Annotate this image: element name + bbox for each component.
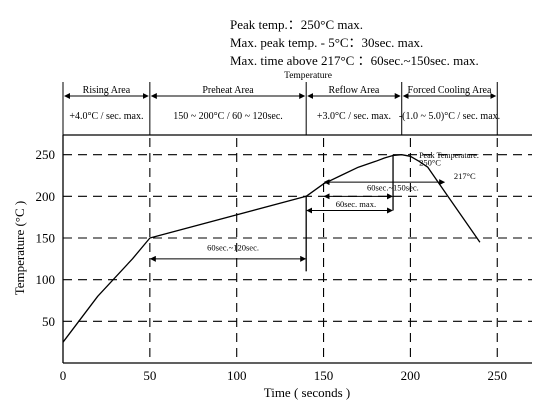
x-tick-label: 200 bbox=[401, 368, 421, 383]
area-rate: +4.0°C / sec. max. bbox=[69, 111, 143, 122]
note-peak-minus-5: Max. peak temp. - 5°C：30sec. max. bbox=[230, 35, 423, 50]
band-title: Temperature bbox=[284, 71, 332, 81]
annotation-label: 217°C bbox=[454, 171, 476, 181]
annotation-label: 60sec.~150sec. bbox=[367, 183, 419, 193]
area-name: Reflow Area bbox=[329, 85, 380, 96]
annotation-label: 250°C bbox=[419, 158, 441, 168]
x-tick-label: 0 bbox=[60, 368, 67, 383]
x-axis-label: Time ( seconds ) bbox=[264, 385, 351, 400]
x-tick-label: 50 bbox=[143, 368, 156, 383]
annotations: Peak Temperature:250°C 217°C 60sec.~150sec… bbox=[207, 151, 479, 253]
area-name: Forced Cooling Area bbox=[408, 85, 492, 96]
axes: 0 50 100 150 200 250 50 100 150 200 250 bbox=[36, 135, 532, 383]
note-above-217: Max. time above 217°C ：60sec.~150sec. ma… bbox=[230, 53, 479, 68]
note-peak: Peak temp.：250°C max. bbox=[230, 17, 363, 32]
time-spans bbox=[149, 154, 446, 272]
y-tick-label: 250 bbox=[36, 147, 56, 162]
area-rate: 150 ~ 200°C / 60 ~ 120sec. bbox=[173, 111, 283, 122]
area-name: Preheat Area bbox=[202, 85, 254, 96]
area-rate: +3.0°C / sec. max. bbox=[317, 111, 391, 122]
area-name: Rising Area bbox=[83, 85, 131, 96]
x-tick-label: 250 bbox=[488, 368, 508, 383]
y-tick-label: 100 bbox=[36, 272, 56, 287]
annotation-label: Peak Temperature: bbox=[419, 151, 479, 160]
series-line bbox=[62, 154, 481, 343]
y-tick-label: 150 bbox=[36, 231, 56, 246]
area-band: Rising Area +4.0°C / sec. max. Preheat Are… bbox=[62, 82, 532, 136]
y-tick-label: 200 bbox=[36, 189, 56, 204]
x-tick-label: 150 bbox=[314, 368, 334, 383]
x-tick-label: 100 bbox=[227, 368, 247, 383]
area-rate: -(1.0 ~ 5.0)°C / sec. max. bbox=[399, 111, 500, 122]
y-axis-label: Temperature (°C ) bbox=[12, 201, 27, 296]
grid-lines bbox=[63, 138, 532, 363]
annotation-label: 60sec. max. bbox=[336, 199, 376, 209]
annotation-label: 60sec.~120sec. bbox=[207, 243, 259, 253]
profile-curve bbox=[62, 154, 481, 343]
y-tick-label: 50 bbox=[42, 314, 55, 329]
